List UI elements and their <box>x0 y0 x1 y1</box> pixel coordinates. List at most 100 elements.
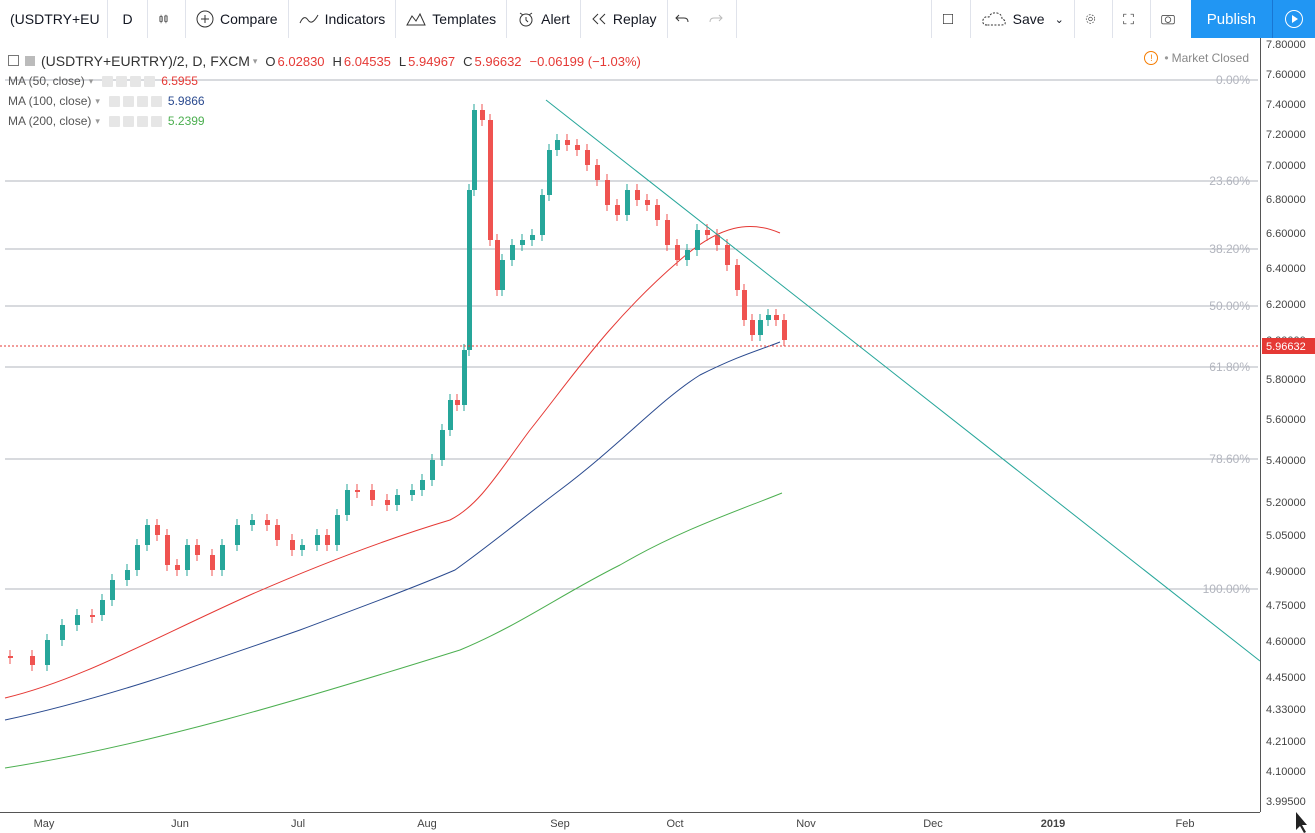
price-tick-label: 6.40000 <box>1266 263 1306 275</box>
replay-button[interactable]: Replay <box>581 0 668 38</box>
candle-body <box>275 525 280 540</box>
time-tick-label: Jul <box>291 818 305 830</box>
open-value: 6.02830 <box>277 53 325 69</box>
close-label: C <box>463 53 473 69</box>
interval-button[interactable]: D <box>108 0 148 38</box>
candle-body <box>605 180 610 205</box>
save-button[interactable]: Save ⌄ <box>971 0 1075 38</box>
candle-body <box>75 615 80 625</box>
price-tick-label: 7.40000 <box>1266 99 1306 111</box>
candle-body <box>685 250 690 260</box>
candle-body <box>675 245 680 260</box>
fib-level-label: 78.60% <box>1209 452 1250 466</box>
low-value: 5.94967 <box>408 53 456 69</box>
candle-body <box>462 350 467 405</box>
ma-100-row[interactable]: MA (100, close) ▾ 5.9866 <box>8 91 641 111</box>
candle-body <box>175 565 180 570</box>
trendline[interactable] <box>545 99 1261 662</box>
status-dot-icon: • <box>1164 51 1169 65</box>
market-status: ! • Market Closed <box>1144 51 1249 65</box>
ma-50-row[interactable]: MA (50, close) ▾ 6.5955 <box>8 71 641 91</box>
eye-icon[interactable] <box>108 95 120 107</box>
gear-icon[interactable] <box>122 95 134 107</box>
time-tick-label: Jun <box>171 818 189 830</box>
ma-menu-chevron-icon[interactable]: ▾ <box>88 75 94 86</box>
add-icon[interactable] <box>130 75 142 87</box>
candle-body <box>30 656 35 665</box>
symbol-search[interactable]: (USDTRY+EU <box>0 0 108 38</box>
templates-label: Templates <box>432 11 497 27</box>
time-tick-label: Aug <box>417 818 437 830</box>
series-icon <box>25 56 35 66</box>
close-icon[interactable] <box>144 75 156 87</box>
chart-type-button[interactable] <box>148 0 186 38</box>
ma-200-row[interactable]: MA (200, close) ▾ 5.2399 <box>8 111 641 131</box>
candle-body <box>345 490 350 515</box>
add-icon[interactable] <box>136 95 148 107</box>
eye-icon[interactable] <box>102 75 114 87</box>
candle-body <box>265 520 270 525</box>
warning-circle-icon: ! <box>1144 51 1159 65</box>
alert-button[interactable]: Alert <box>507 0 581 38</box>
ma-menu-chevron-icon[interactable]: ▾ <box>95 115 100 126</box>
candle-body <box>520 240 525 245</box>
price-tick-label: 5.20000 <box>1266 497 1306 509</box>
candle-body <box>250 520 255 525</box>
settings-button[interactable] <box>1075 0 1113 38</box>
candle-body <box>467 190 472 350</box>
candle-body <box>725 245 730 265</box>
price-tick-label: 4.33000 <box>1266 704 1306 716</box>
candle-body <box>110 580 115 600</box>
candle-body <box>440 430 445 460</box>
ma-menu-chevron-icon[interactable]: ▾ <box>95 95 100 106</box>
publish-button[interactable]: Publish <box>1190 0 1272 38</box>
candle-body <box>750 320 755 335</box>
candle-body <box>625 190 630 215</box>
collapse-toggle-icon[interactable] <box>8 54 19 66</box>
templates-button[interactable]: Templates <box>396 0 508 38</box>
publish-menu-button[interactable] <box>1272 0 1315 38</box>
price-chart[interactable]: 0.00% 23.60% 38.20% 50.00% 61.80% 78.60% 100.0… <box>0 38 1315 833</box>
camera-icon <box>1161 15 1175 25</box>
ma-100-line <box>4 341 781 721</box>
candle-body <box>645 200 650 205</box>
change-value: −0.06199 (−1.03%) <box>529 53 641 69</box>
gear-icon[interactable] <box>116 75 128 87</box>
symbol-label: (USDTRY+EU <box>10 11 100 27</box>
candle-body <box>430 460 435 480</box>
last-price-badge: 5.96632 <box>1262 338 1315 354</box>
gear-icon[interactable] <box>122 115 134 127</box>
time-axis[interactable]: May Jun Jul Aug Sep Oct Nov Dec 2019 Feb <box>34 818 1195 830</box>
square-layout-icon <box>942 14 953 24</box>
add-circle-icon <box>196 10 214 28</box>
eye-icon[interactable] <box>108 115 120 127</box>
candle-body <box>185 545 190 570</box>
fullscreen-button[interactable] <box>1113 0 1151 38</box>
candle-body <box>555 140 560 150</box>
layout-button[interactable] <box>930 0 971 38</box>
candle-body <box>480 110 485 120</box>
candle-body <box>774 315 779 320</box>
series-title[interactable]: (USDTRY+EURTRY)/2, D, FXCM <box>41 53 250 69</box>
price-tick-label: 5.80000 <box>1266 374 1306 386</box>
fib-level-label: 23.60% <box>1209 174 1250 188</box>
undo-button[interactable] <box>668 0 702 38</box>
time-tick-label: Sep <box>550 818 570 830</box>
series-menu-chevron-icon[interactable]: ▾ <box>252 55 258 66</box>
high-label: H <box>332 53 342 69</box>
snapshot-button[interactable] <box>1151 0 1191 38</box>
indicators-button[interactable]: Indicators <box>289 0 397 38</box>
price-axis[interactable]: 7.80000 7.60000 7.40000 7.20000 7.00000 6.800… <box>1266 39 1306 808</box>
close-icon[interactable] <box>150 95 162 107</box>
close-icon[interactable] <box>150 115 162 127</box>
candles-icon <box>159 14 168 24</box>
candle-body <box>235 525 240 545</box>
candle-body <box>385 500 390 505</box>
time-tick-label: 2019 <box>1041 818 1065 830</box>
add-icon[interactable] <box>136 115 148 127</box>
price-tick-label: 6.60000 <box>1266 228 1306 240</box>
compare-button[interactable]: Compare <box>186 0 289 38</box>
redo-button[interactable] <box>702 0 737 38</box>
